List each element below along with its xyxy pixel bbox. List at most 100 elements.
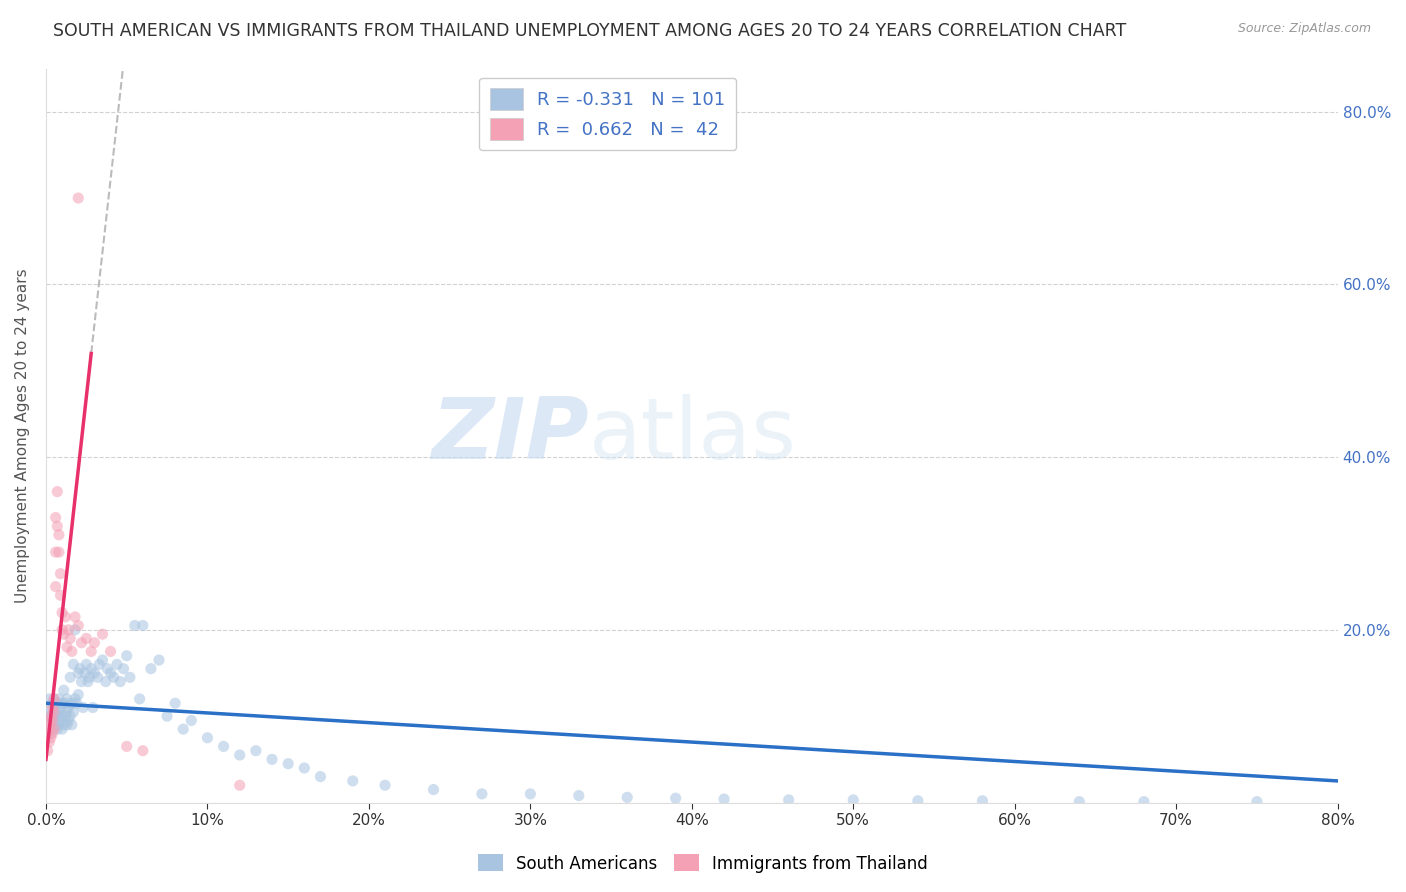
- Point: [80, 662, 103, 676]
- Point: [66, 696, 89, 710]
- Point: [62, 657, 84, 672]
- Point: [46, 484, 69, 499]
- Point: [39, 731, 62, 745]
- Point: [128, 692, 150, 706]
- Point: [45, 696, 67, 710]
- Point: [48, 692, 70, 706]
- Point: [38, 722, 60, 736]
- Point: [48, 528, 70, 542]
- Point: [46, 709, 69, 723]
- Point: [39, 709, 62, 723]
- Point: [38, 735, 60, 749]
- Point: [60, 718, 83, 732]
- Point: [45, 580, 67, 594]
- Point: [41, 722, 63, 736]
- Point: [59, 709, 82, 723]
- Point: [124, 618, 146, 632]
- Point: [52, 718, 75, 732]
- Point: [38, 692, 60, 706]
- Point: [713, 792, 735, 806]
- Point: [260, 752, 283, 766]
- Point: [228, 747, 250, 762]
- Point: [38, 714, 60, 728]
- Point: [58, 623, 80, 637]
- Point: [83, 636, 105, 650]
- Point: [42, 692, 65, 706]
- Point: [374, 778, 396, 792]
- Point: [197, 731, 219, 745]
- Point: [105, 657, 128, 672]
- Point: [51, 606, 73, 620]
- Text: SOUTH AMERICAN VS IMMIGRANTS FROM THAILAND UNEMPLOYMENT AMONG AGES 20 TO 24 YEAR: SOUTH AMERICAN VS IMMIGRANTS FROM THAILA…: [53, 22, 1126, 40]
- Point: [778, 793, 800, 807]
- Point: [91, 627, 114, 641]
- Point: [1246, 795, 1268, 809]
- Point: [139, 662, 162, 676]
- Point: [172, 722, 194, 736]
- Point: [49, 566, 72, 581]
- Point: [49, 714, 72, 728]
- Point: [38, 718, 60, 732]
- Point: [89, 657, 111, 672]
- Point: [51, 696, 73, 710]
- Point: [46, 696, 69, 710]
- Point: [42, 700, 65, 714]
- Point: [60, 696, 83, 710]
- Text: Source: ZipAtlas.com: Source: ZipAtlas.com: [1237, 22, 1371, 36]
- Point: [42, 692, 65, 706]
- Point: [75, 632, 97, 646]
- Point: [52, 683, 75, 698]
- Point: [48, 718, 70, 732]
- Point: [58, 714, 80, 728]
- Point: [41, 714, 63, 728]
- Point: [665, 791, 688, 805]
- Point: [63, 623, 86, 637]
- Point: [49, 700, 72, 714]
- Point: [292, 761, 315, 775]
- Point: [77, 674, 100, 689]
- Point: [1133, 795, 1156, 809]
- Point: [82, 700, 104, 714]
- Point: [212, 739, 235, 754]
- Point: [37, 709, 59, 723]
- Point: [568, 789, 591, 803]
- Point: [228, 778, 250, 792]
- Point: [59, 670, 82, 684]
- Point: [41, 726, 63, 740]
- Point: [56, 705, 79, 719]
- Point: [53, 709, 76, 723]
- Point: [56, 640, 79, 654]
- Point: [112, 662, 135, 676]
- Point: [39, 709, 62, 723]
- Point: [616, 790, 638, 805]
- Y-axis label: Unemployment Among Ages 20 to 24 years: Unemployment Among Ages 20 to 24 years: [15, 268, 30, 603]
- Point: [56, 692, 79, 706]
- Point: [41, 696, 63, 710]
- Point: [72, 700, 94, 714]
- Point: [39, 700, 62, 714]
- Point: [245, 744, 267, 758]
- Point: [75, 657, 97, 672]
- Point: [39, 718, 62, 732]
- Point: [70, 674, 93, 689]
- Legend: R = -0.331   N = 101, R =  0.662   N =  42: R = -0.331 N = 101, R = 0.662 N = 42: [479, 78, 737, 151]
- Point: [115, 648, 138, 663]
- Point: [56, 718, 79, 732]
- Point: [907, 794, 929, 808]
- Point: [132, 744, 155, 758]
- Point: [91, 653, 114, 667]
- Point: [49, 588, 72, 602]
- Point: [342, 773, 364, 788]
- Point: [45, 718, 67, 732]
- Point: [51, 709, 73, 723]
- Point: [46, 722, 69, 736]
- Point: [45, 545, 67, 559]
- Point: [1069, 795, 1091, 809]
- Point: [180, 714, 202, 728]
- Point: [59, 632, 82, 646]
- Point: [165, 696, 187, 710]
- Point: [422, 782, 444, 797]
- Point: [45, 705, 67, 719]
- Point: [39, 726, 62, 740]
- Point: [48, 705, 70, 719]
